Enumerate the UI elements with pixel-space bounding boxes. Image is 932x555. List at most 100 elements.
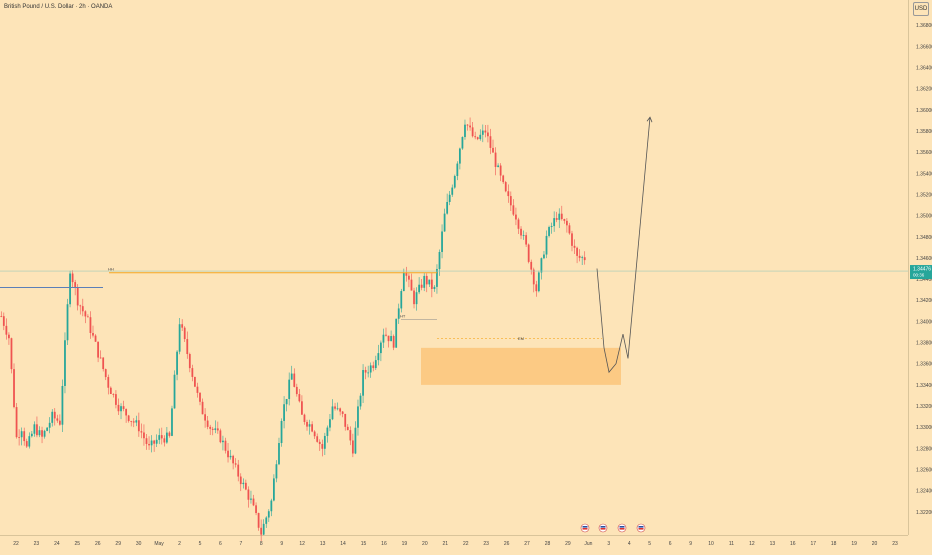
candle-body bbox=[46, 427, 49, 431]
candle-body bbox=[117, 404, 120, 412]
candle-body bbox=[18, 437, 21, 438]
candle-body bbox=[392, 336, 395, 348]
candle-body bbox=[74, 282, 77, 288]
x-tick-label: 23 bbox=[892, 541, 898, 547]
candle-body bbox=[23, 431, 26, 442]
y-tick-label: 1.33200 bbox=[916, 404, 932, 410]
candle-body bbox=[413, 290, 415, 305]
candle-body bbox=[537, 272, 540, 292]
candle-body bbox=[229, 455, 232, 458]
y-tick-label: 1.34200 bbox=[916, 298, 932, 304]
flag-stripe-red bbox=[619, 528, 625, 530]
currency-button[interactable]: USD bbox=[913, 2, 929, 16]
candle-body bbox=[497, 165, 499, 167]
candle-body bbox=[318, 441, 321, 444]
x-tick-label: 22 bbox=[13, 541, 19, 547]
x-tick-label: 11 bbox=[729, 541, 734, 547]
candle-body bbox=[362, 370, 364, 396]
candle-body bbox=[364, 370, 367, 373]
y-tick-label: 1.33400 bbox=[916, 383, 932, 389]
x-tick-label: 20 bbox=[872, 541, 878, 547]
candle-body bbox=[410, 279, 413, 291]
candle-body bbox=[58, 420, 61, 425]
candle-body bbox=[553, 218, 556, 227]
candle-body bbox=[323, 435, 326, 449]
candle-body bbox=[458, 148, 461, 164]
candle-body bbox=[532, 269, 535, 285]
y-tick-label: 1.35800 bbox=[916, 129, 932, 135]
x-tick-label: 7 bbox=[239, 541, 242, 547]
candle-body bbox=[509, 196, 512, 206]
x-tick-label: 29 bbox=[565, 541, 571, 547]
candle-body bbox=[107, 377, 110, 388]
candle-body bbox=[160, 435, 163, 439]
candle-body bbox=[456, 163, 459, 177]
candle-body bbox=[321, 443, 324, 449]
candle-body bbox=[227, 450, 229, 458]
candle-body bbox=[346, 426, 349, 431]
y-tick-label: 1.36000 bbox=[916, 108, 932, 114]
candle-body bbox=[244, 482, 247, 490]
candle-body bbox=[377, 353, 380, 361]
y-tick-label: 1.32400 bbox=[916, 489, 932, 495]
candle-body bbox=[359, 395, 362, 407]
candle-body bbox=[89, 317, 92, 333]
candle-body bbox=[176, 351, 178, 375]
x-tick-label: 2 bbox=[178, 541, 181, 547]
candle-body bbox=[527, 244, 530, 262]
candle-body bbox=[143, 432, 145, 439]
x-tick-label: 19 bbox=[851, 541, 857, 547]
price-axis[interactable]: 1.36800 1.36600 1.36400 1.36200 1.36000 1.358… bbox=[910, 23, 932, 516]
candle-body bbox=[525, 235, 528, 245]
candle-body bbox=[357, 406, 359, 428]
candle-body bbox=[390, 336, 392, 342]
candle-body bbox=[41, 430, 43, 437]
demand-zone bbox=[421, 347, 621, 385]
candle-body bbox=[374, 360, 377, 369]
candle-body bbox=[295, 386, 298, 395]
x-tick-label: Jun bbox=[584, 541, 592, 547]
x-tick-label: 30 bbox=[136, 541, 142, 547]
current-price-value: 1.34476 bbox=[913, 267, 931, 273]
x-tick-label: 29 bbox=[115, 541, 121, 547]
candle-body bbox=[247, 489, 250, 500]
candle-body bbox=[270, 500, 273, 512]
flag-stripe-blue bbox=[638, 526, 644, 528]
y-tick-label: 1.36600 bbox=[916, 44, 932, 50]
candle-body bbox=[443, 213, 446, 232]
candle-body bbox=[385, 334, 387, 336]
candle-body bbox=[507, 191, 510, 197]
x-tick-label: 6 bbox=[669, 541, 672, 547]
candles-group bbox=[0, 117, 586, 542]
candle-body bbox=[206, 420, 209, 427]
candle-body bbox=[204, 414, 206, 421]
x-tick-label: 26 bbox=[95, 541, 101, 547]
candle-body bbox=[466, 124, 469, 126]
x-tick-label: 19 bbox=[402, 541, 408, 547]
candle-body bbox=[173, 374, 176, 409]
candle-body bbox=[568, 225, 571, 234]
y-tick-label: 1.34000 bbox=[916, 319, 932, 325]
flag-stripe-blue bbox=[600, 526, 606, 528]
time-axis[interactable]: 22 23 24 25 26 29 30 May 2 5 6 7 8 9 12 13 14 15 16 19 20 21 2… bbox=[13, 541, 898, 547]
x-tick-label: 9 bbox=[280, 541, 283, 547]
x-tick-label: 4 bbox=[628, 541, 631, 547]
candle-body bbox=[438, 251, 441, 269]
candle-body bbox=[336, 408, 339, 410]
em-label: EM bbox=[518, 336, 524, 341]
x-tick-label: 3 bbox=[607, 541, 610, 547]
candle-body bbox=[555, 218, 558, 220]
x-tick-label: 23 bbox=[483, 541, 489, 547]
symbol-title: British Pound / U.S. Dollar · 2h · OANDA bbox=[4, 4, 113, 10]
candle-body bbox=[196, 386, 199, 393]
candle-body bbox=[163, 438, 166, 443]
drawings-group: HH HT EM bbox=[0, 116, 908, 533]
flag-stripe-blue bbox=[582, 526, 588, 528]
candle-body bbox=[520, 228, 522, 236]
candle-body bbox=[127, 415, 130, 422]
candle-body bbox=[334, 406, 336, 409]
candle-body bbox=[64, 340, 66, 386]
y-tick-label: 1.36200 bbox=[916, 87, 932, 93]
